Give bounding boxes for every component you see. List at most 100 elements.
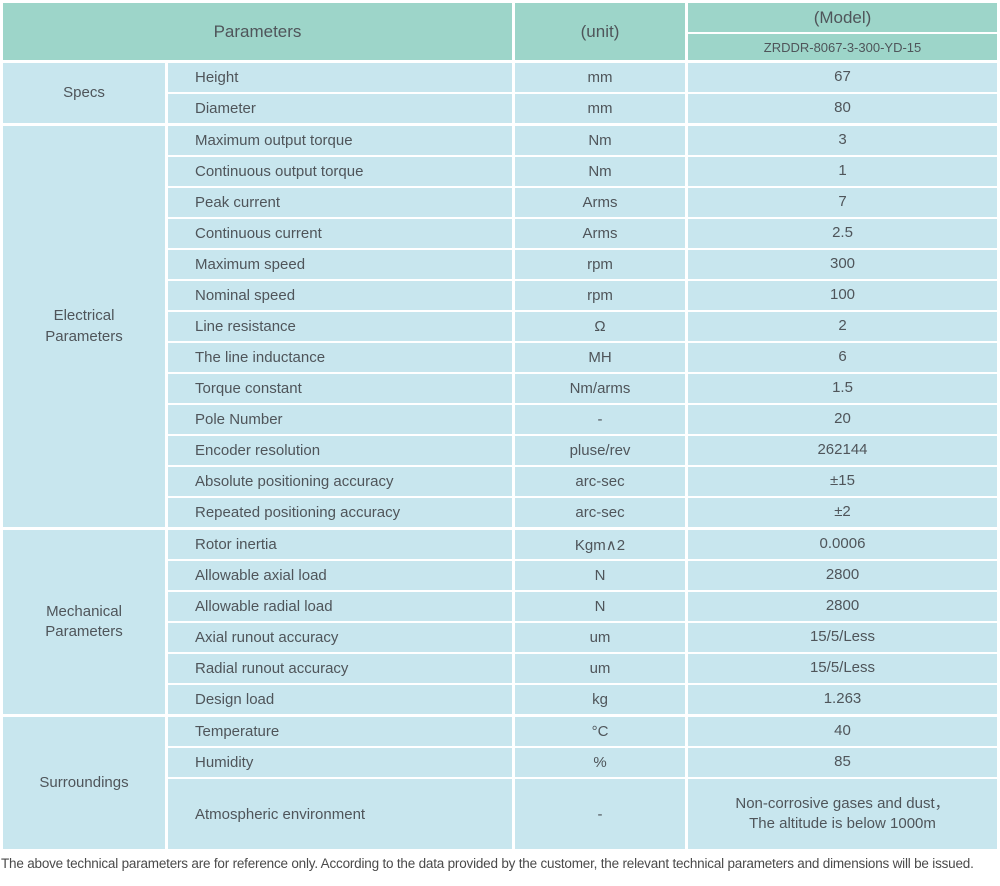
parameter-name: Radial runout accuracy xyxy=(168,654,512,683)
parameter-value: 7 xyxy=(688,188,997,217)
table-row: Height mm 67 xyxy=(168,63,997,92)
table-sections: Specs Height mm 67 Diameter mm 80 Electrical Pa… xyxy=(3,63,997,849)
section-mechanical-parameters: Mechanical Parameters Rotor inertia Kgm∧2 0… xyxy=(3,530,997,714)
parameter-name: Nominal speed xyxy=(168,281,512,310)
parameter-name: Design load xyxy=(168,685,512,714)
table-row: Line resistance Ω 2 xyxy=(168,312,997,341)
parameter-name: Temperature xyxy=(168,717,512,746)
parameter-unit: arc-sec xyxy=(515,467,685,496)
table-row: Peak current Arms 7 xyxy=(168,188,997,217)
parameter-unit: rpm xyxy=(515,250,685,279)
parameter-name: Allowable radial load xyxy=(168,592,512,621)
section-electrical-parameters: Electrical Parameters Maximum output torq… xyxy=(3,126,997,527)
header-model-label: (Model) xyxy=(688,3,997,32)
table-row: Diameter mm 80 xyxy=(168,94,997,123)
category-label: Electrical Parameters xyxy=(3,126,165,527)
parameter-unit: °C xyxy=(515,717,685,746)
table-row: Humidity% 85 xyxy=(168,748,997,777)
category-label: Specs xyxy=(3,63,165,123)
table-row: Rotor inertia Kgm∧2 0.0006 xyxy=(168,530,997,559)
parameter-name: Repeated positioning accuracy xyxy=(168,498,512,527)
section-rows: Temperature °C 40 Humidity% 85 Atmospheric en… xyxy=(168,717,997,849)
parameter-value: 1.5 xyxy=(688,374,997,403)
parameter-value: 100 xyxy=(688,281,997,310)
parameter-unit: Nm/arms xyxy=(515,374,685,403)
section-specs: Specs Height mm 67 Diameter mm 80 xyxy=(3,63,997,123)
parameter-value: 2800 xyxy=(688,561,997,590)
parameter-unit: um xyxy=(515,623,685,652)
table-row: Maximum output torque Nm 3 xyxy=(168,126,997,155)
category-label: Surroundings xyxy=(3,717,165,849)
section-surroundings: Surroundings Temperature °C 40 Humidity% 85 At… xyxy=(3,717,997,849)
parameter-unit: kg xyxy=(515,685,685,714)
parameter-name: Diameter xyxy=(168,94,512,123)
parameter-unit: mm xyxy=(515,94,685,123)
table-row: Repeated positioning accuracy arc-sec ±2 xyxy=(168,498,997,527)
category-label: Mechanical Parameters xyxy=(3,530,165,714)
section-rows: Rotor inertia Kgm∧2 0.0006 Allowable axial … xyxy=(168,530,997,714)
parameter-unit: Kgm∧2 xyxy=(515,530,685,559)
table-row: Continuous current Arms 2.5 xyxy=(168,219,997,248)
section-rows: Maximum output torque Nm 3 Continuous outpu… xyxy=(168,126,997,527)
parameter-value: 15/5/Less xyxy=(688,623,997,652)
parameter-value: 262144 xyxy=(688,436,997,465)
parameter-name: Axial runout accuracy xyxy=(168,623,512,652)
header-parameters: Parameters xyxy=(3,3,512,60)
table-row: Design load kg 1.263 xyxy=(168,685,997,714)
header-model-value: ZRDDR-8067-3-300-YD-15 xyxy=(688,34,997,60)
parameter-unit: MH xyxy=(515,343,685,372)
parameter-name: Continuous current xyxy=(168,219,512,248)
table-row: Pole Number -20 xyxy=(168,405,997,434)
parameter-value: ±2 xyxy=(688,498,997,527)
parameter-name: Torque constant xyxy=(168,374,512,403)
parameter-name: Continuous output torque xyxy=(168,157,512,186)
parameter-value: Non-corrosive gases and dust， The altitu… xyxy=(688,779,997,849)
parameter-unit: Ω xyxy=(515,312,685,341)
parameter-value: 85 xyxy=(688,748,997,777)
table-row: The line inductance MH 6 xyxy=(168,343,997,372)
parameter-name: Maximum speed xyxy=(168,250,512,279)
parameter-unit: N xyxy=(515,561,685,590)
footnote-text: The above technical parameters are for r… xyxy=(1,856,974,871)
parameter-value: 40 xyxy=(688,717,997,746)
parameter-value: 67 xyxy=(688,63,997,92)
table-row: Atmospheric environment - Non-corrosive ga… xyxy=(168,779,997,849)
table-header: Parameters (unit) (Model) ZRDDR-8067-3-3… xyxy=(3,3,997,60)
table-row: Allowable radial load N 2800 xyxy=(168,592,997,621)
parameter-unit: - xyxy=(515,779,685,849)
table-row: Nominal speed rpm 100 xyxy=(168,281,997,310)
parameter-value: ±15 xyxy=(688,467,997,496)
parameter-unit: pluse/rev xyxy=(515,436,685,465)
table-row: Torque constant Nm/arms 1.5 xyxy=(168,374,997,403)
parameter-value: 2.5 xyxy=(688,219,997,248)
parameter-name: Allowable axial load xyxy=(168,561,512,590)
spec-table: Parameters (unit) (Model) ZRDDR-8067-3-3… xyxy=(3,3,997,849)
parameter-name: Line resistance xyxy=(168,312,512,341)
parameter-name: Pole Number xyxy=(168,405,512,434)
parameter-name: Atmospheric environment xyxy=(168,779,512,849)
section-rows: Height mm 67 Diameter mm 80 xyxy=(168,63,997,123)
parameter-unit: Nm xyxy=(515,157,685,186)
parameter-name: Rotor inertia xyxy=(168,530,512,559)
parameter-unit: rpm xyxy=(515,281,685,310)
parameter-name: Humidity xyxy=(168,748,512,777)
parameter-unit: arc-sec xyxy=(515,498,685,527)
table-row: Temperature °C 40 xyxy=(168,717,997,746)
parameter-value: 1.263 xyxy=(688,685,997,714)
table-row: Axial runout accuracy um 15/5/Less xyxy=(168,623,997,652)
parameter-unit: N xyxy=(515,592,685,621)
parameter-name: Height xyxy=(168,63,512,92)
parameter-value: 20 xyxy=(688,405,997,434)
parameter-unit: % xyxy=(515,748,685,777)
header-unit: (unit) xyxy=(515,3,685,60)
parameter-name: Absolute positioning accuracy xyxy=(168,467,512,496)
parameter-name: Encoder resolution xyxy=(168,436,512,465)
parameter-value: 2 xyxy=(688,312,997,341)
table-row: Allowable axial load N 2800 xyxy=(168,561,997,590)
parameter-unit: mm xyxy=(515,63,685,92)
table-row: Encoder resolution pluse/rev 262144 xyxy=(168,436,997,465)
parameter-value: 3 xyxy=(688,126,997,155)
parameter-name: Maximum output torque xyxy=(168,126,512,155)
table-row: Radial runout accuracy um 15/5/Less xyxy=(168,654,997,683)
parameter-name: The line inductance xyxy=(168,343,512,372)
